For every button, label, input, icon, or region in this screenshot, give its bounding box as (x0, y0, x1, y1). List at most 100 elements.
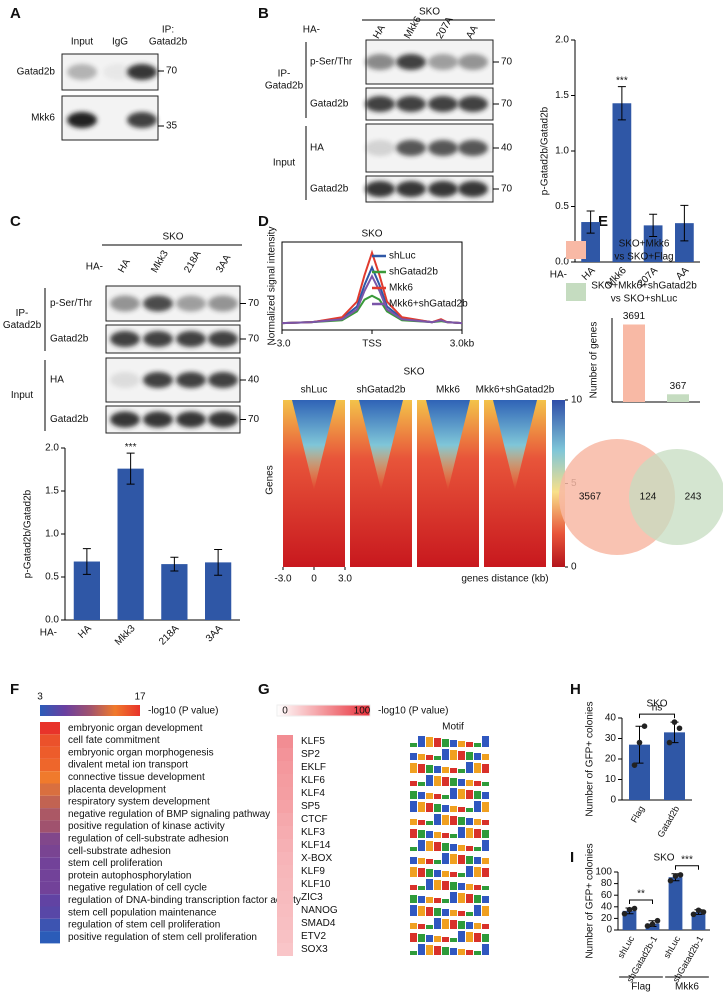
logo-letter (466, 856, 473, 864)
logo-letter (450, 910, 457, 916)
motif-name: ZIC3 (301, 892, 323, 903)
logo-letter (466, 866, 473, 877)
logo-letter (426, 755, 433, 760)
motif-logo (410, 801, 489, 812)
band (176, 331, 206, 347)
size-marker: 40 (248, 375, 260, 386)
logo-letter (482, 830, 489, 838)
heatmap-peak (292, 400, 336, 490)
band (458, 140, 488, 156)
logo-letter (474, 819, 481, 825)
error-bar (170, 556, 179, 572)
band (110, 411, 140, 428)
motif-logo (410, 736, 489, 747)
motif-color (277, 865, 293, 878)
column-label: Mkk6 (436, 385, 460, 396)
heatmap-title: SKO (403, 367, 424, 378)
logo-letter (466, 762, 473, 773)
logo-letter (410, 933, 417, 942)
motif-color (277, 878, 293, 891)
legend-label: vs SKO+shLuc (611, 294, 677, 305)
section-label: Input (11, 390, 33, 401)
logo-letter (442, 833, 449, 838)
venn-count: 3567 (579, 492, 602, 503)
group-label: SKO (419, 7, 440, 18)
band (67, 112, 97, 128)
logo-letter (466, 790, 473, 799)
x-tick-label: -3.0 (273, 339, 291, 350)
colorbar-title: -log10 (P value) (378, 706, 448, 717)
logo-letter (450, 938, 457, 942)
band (143, 372, 173, 388)
motif-name: X-BOX (301, 853, 332, 864)
logo-letter (458, 855, 465, 864)
term-color (40, 795, 60, 809)
data-point (621, 910, 628, 917)
row-label: Mkk6 (31, 113, 55, 124)
heatmap-peak (493, 400, 537, 490)
logo-letter (450, 948, 457, 955)
data-point (644, 923, 651, 929)
venn-count: 124 (640, 492, 657, 503)
term-color (40, 881, 60, 895)
chart-title: SKO (646, 699, 667, 710)
logo-letter (482, 754, 489, 760)
venn-circle (629, 449, 723, 545)
y-tick-label: 1.0 (555, 146, 569, 157)
band (428, 96, 458, 112)
logo-letter (450, 882, 457, 890)
panel-label: I (570, 849, 574, 866)
term-label: connective tissue development (68, 772, 205, 783)
logo-letter (450, 788, 457, 799)
logo-letter (434, 794, 441, 799)
size-marker: 70 (248, 334, 260, 345)
lane-label: 218A (182, 249, 203, 275)
logo-letter (434, 756, 441, 760)
logo-letter (466, 752, 473, 760)
colorbar-label: 3 (37, 692, 43, 703)
logo-letter (442, 843, 449, 851)
data-point (654, 917, 661, 924)
logo-letter (426, 925, 433, 929)
logo-letter (466, 818, 473, 825)
data-point (631, 762, 638, 768)
motif-name: KLF4 (301, 788, 325, 799)
ip-label: IP: (162, 25, 174, 36)
motif-color (277, 774, 293, 787)
logo-letter (450, 854, 457, 864)
logo-letter (458, 921, 465, 929)
logo-letter (426, 803, 433, 812)
logo-letter (426, 793, 433, 799)
term-color (40, 906, 60, 919)
bar (612, 103, 632, 263)
x-tick-label: 3.0 (338, 574, 352, 585)
error-bar (617, 86, 626, 121)
y-axis-label: Normalized signal intensity (267, 227, 278, 346)
data-point (666, 739, 673, 746)
term-label: negative regulation of cell cycle (68, 883, 207, 894)
logo-letter (434, 776, 441, 786)
logo-letter (434, 880, 441, 890)
data-point (676, 725, 683, 732)
band (458, 96, 488, 112)
data-point (636, 739, 643, 746)
logo-letter (426, 859, 433, 864)
y-tick-label: 0.0 (555, 257, 569, 268)
term-color (40, 820, 60, 833)
logo-letter (434, 860, 441, 864)
term-color (40, 931, 60, 944)
logo-letter (482, 906, 489, 916)
logo-letter (482, 764, 489, 773)
bar (675, 223, 694, 262)
logo-letter (474, 905, 481, 916)
motif-name: KLF10 (301, 879, 331, 890)
logo-letter (458, 741, 465, 747)
logo-letter (418, 802, 425, 812)
logo-letter (442, 749, 449, 760)
term-label: divalent metal ion transport (68, 760, 188, 771)
logo-letter (450, 816, 457, 825)
logo-letter (442, 739, 449, 747)
logo-letter (442, 881, 449, 890)
x-tick-label: 0 (311, 574, 317, 585)
term-color (40, 845, 60, 858)
